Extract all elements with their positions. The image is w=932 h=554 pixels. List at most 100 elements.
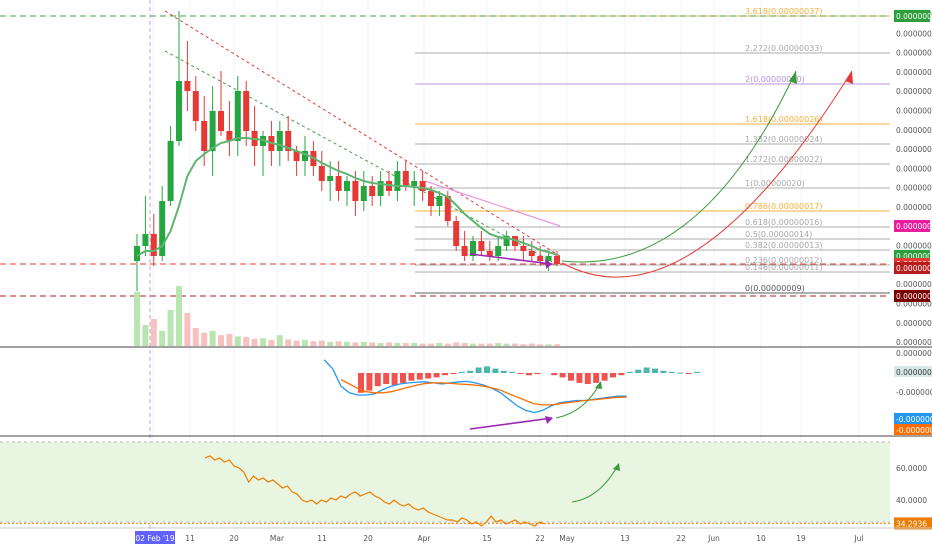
fib-label: 1(0.00000020) [745, 179, 805, 188]
histogram-bar [677, 372, 684, 374]
time-tick-label: Apr [418, 534, 432, 543]
volume-bar [268, 340, 275, 346]
signal-line [340, 379, 627, 406]
macd-badge-label: 0.00000000 [896, 368, 932, 377]
histogram-bar [374, 373, 381, 387]
price-tick-label: 0.00000020 [896, 184, 932, 193]
candle-body [402, 171, 409, 186]
volume-bar [310, 341, 317, 346]
histogram-bar [610, 373, 616, 378]
price-badge [894, 290, 930, 302]
projection-arrow-green [789, 71, 797, 84]
candle-body [318, 166, 325, 181]
fib-label: 2.272(0.00000033) [745, 44, 823, 53]
macd-tick-label: -0.00000001 [896, 388, 932, 397]
time-tick-label: 20 [363, 534, 373, 543]
candle-body [192, 91, 199, 121]
histogram-bar [450, 373, 457, 375]
candle-body [218, 111, 224, 131]
candle-body [537, 256, 544, 261]
price-tick-label: 0.00000036 [896, 29, 932, 38]
volume-bar [411, 343, 418, 346]
volume-bar [461, 343, 468, 346]
price-badge [894, 262, 930, 274]
histogram-bar [551, 373, 558, 376]
histogram-bar [358, 373, 364, 393]
macd-badge-label: -0.00000001 [896, 426, 932, 435]
date-badge-label: 02 Feb '19 [135, 534, 174, 543]
volume-bar [285, 339, 292, 346]
price-tick-label: 0.00000014 [896, 242, 932, 251]
price-badge [894, 10, 930, 22]
fib-label: 3.618(0.00000037) [745, 7, 823, 16]
volume-bar [495, 343, 502, 346]
price-tick-label: 0.00000008 [896, 300, 932, 309]
histogram-bar [626, 371, 633, 373]
divergence-arrow-macd [469, 417, 553, 430]
time-tick-label: Jul [853, 534, 863, 543]
candle-body [293, 151, 300, 161]
price-badge-label: 0.00000016 [896, 222, 932, 231]
volume-bar [478, 343, 485, 346]
candle-body [495, 246, 502, 256]
histogram-bar [584, 373, 591, 384]
volume-bar [276, 335, 283, 346]
candle-body [134, 246, 140, 261]
fib-label: 0.382(0.00000013) [745, 241, 823, 250]
rsi-value-badge [894, 517, 932, 530]
histogram-bar [601, 373, 608, 381]
histogram-bar [408, 373, 415, 381]
candle-body [150, 234, 157, 256]
volume-bar [470, 343, 476, 346]
price-tick-label: 0.00000026 [896, 126, 932, 135]
candle-body [360, 186, 367, 201]
price-tick-label: 0.00000034 [896, 49, 932, 58]
volume-bar [335, 341, 342, 346]
candle-body [486, 251, 493, 256]
candle-body [470, 241, 476, 256]
histogram-bar [500, 370, 507, 373]
histogram-bar [635, 369, 642, 373]
histogram-bar [400, 373, 406, 383]
price-badge-label: 0.00000012 [896, 264, 932, 273]
price-badge-label: 0.00000037 [896, 12, 932, 21]
divergence-arrow-price [469, 253, 553, 265]
time-tick-label: 20 [229, 534, 239, 543]
macd-tick-label: 0.00000001 [896, 349, 932, 358]
histogram-bar [475, 367, 482, 373]
volume-bar [201, 332, 208, 346]
histogram-bar [660, 370, 667, 373]
pink-ma-line [424, 180, 561, 227]
rsi-value-label: 34.2936 [896, 519, 927, 528]
histogram-bar [576, 373, 583, 383]
candle-body [453, 221, 460, 246]
candle-body [302, 151, 308, 161]
candle-body [444, 196, 451, 221]
time-tick-label: 11 [185, 534, 195, 543]
histogram-bar [517, 373, 524, 375]
candle-body [201, 121, 208, 151]
volume-bar [234, 336, 241, 346]
histogram-bar [534, 373, 541, 375]
candle-body [243, 91, 250, 131]
candle-body [461, 246, 468, 256]
candle-body [377, 181, 384, 196]
volume-bar [251, 338, 258, 346]
histogram-bar [668, 371, 675, 373]
rsi-projection-arrow [613, 463, 620, 471]
fib-label: 0.618(0.00000016) [745, 218, 823, 227]
trendline-green [164, 50, 561, 267]
histogram-bar [458, 371, 465, 373]
histogram-bar [618, 373, 625, 376]
rsi-line [204, 455, 545, 527]
projection-curve-green [561, 70, 797, 263]
candle-body [478, 241, 485, 251]
price-tick-label: 0.00000006 [896, 319, 932, 328]
volume-bar [318, 340, 325, 346]
time-tick-label: 11 [317, 534, 327, 543]
rsi-band [0, 442, 890, 522]
volume-bar [436, 343, 443, 346]
candle-body [428, 191, 434, 206]
volume-bar [554, 344, 560, 346]
